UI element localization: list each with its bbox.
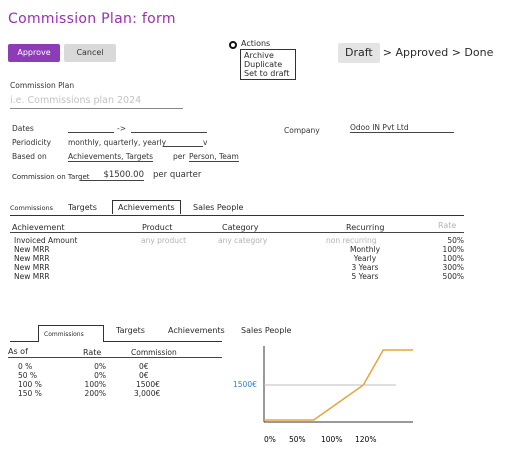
table-row-as-of[interactable]: 0 %	[18, 362, 33, 371]
table-row-recurring[interactable]: 3 Years	[351, 263, 379, 272]
radio-icon[interactable]	[229, 41, 237, 49]
table-row-recurring[interactable]: non recurring	[326, 236, 377, 245]
table-row-recurring[interactable]: Yearly	[353, 254, 377, 263]
per-label: per	[173, 152, 186, 161]
chart-x-tick: 100%	[321, 435, 342, 444]
chart-x-tick: 120%	[355, 435, 376, 444]
tab-achievements-lower[interactable]: Achievements	[168, 326, 225, 335]
table-row-rate[interactable]: 100%	[84, 380, 106, 389]
table-row-achievement[interactable]: New MRR	[14, 263, 50, 272]
status-draft[interactable]: Draft	[338, 43, 380, 63]
table-row-commission[interactable]: 3,000€	[134, 389, 161, 398]
actions-dropdown: Archive Duplicate Set to draft	[240, 49, 296, 80]
table-row-commission[interactable]: 1500€	[136, 380, 160, 389]
actions-menu-label[interactable]: Actions	[241, 39, 271, 48]
table-row-rate[interactable]: 100%	[442, 245, 464, 254]
tab-commissions-lower[interactable]: Commissions	[38, 325, 104, 342]
dates-label: Dates	[12, 124, 34, 133]
tab-targets-lower[interactable]: Targets	[116, 326, 145, 335]
comm-header-line	[8, 357, 222, 358]
based-on-label: Based on	[12, 152, 47, 161]
col-product: Product	[142, 223, 173, 232]
table-row-rate[interactable]: 300%	[442, 263, 464, 272]
table-row-as-of[interactable]: 150 %	[18, 389, 42, 398]
table-row-product[interactable]: any product	[141, 236, 187, 245]
approve-button[interactable]: Approve	[8, 44, 60, 62]
table-header-line	[10, 232, 464, 233]
chart-series-line	[264, 349, 413, 421]
chart-y-tick: 1500€	[233, 380, 257, 389]
status-bar: Draft > Approved > Done	[338, 43, 504, 63]
col-recurring: Recurring	[346, 223, 385, 232]
lower-tabs-line-right	[104, 341, 222, 342]
table-row-recurring[interactable]: Monthly	[349, 245, 381, 254]
page-title: Commission Plan: form	[8, 11, 176, 27]
menu-item-archive[interactable]: Archive	[244, 51, 274, 60]
table-row-commission[interactable]: 0€	[139, 362, 149, 371]
table-row-achievement[interactable]: Invoiced Amount	[14, 236, 78, 245]
cancel-button[interactable]: Cancel	[64, 44, 116, 62]
periodicity-value[interactable]: monthly, quarterly, yearly	[68, 138, 167, 147]
dates-arrow: ->	[117, 124, 126, 133]
tab-achievements[interactable]: Achievements	[112, 200, 181, 214]
menu-item-set-to-draft[interactable]: Set to draft	[244, 69, 290, 78]
table-row-commission[interactable]: 0€	[139, 371, 149, 380]
col-as-of: As of	[8, 347, 28, 356]
target-label: Commission on Target	[12, 173, 90, 181]
chart-x-tick: 50%	[289, 435, 306, 444]
menu-item-duplicate[interactable]: Duplicate	[244, 60, 283, 69]
chart-x-tick: 0%	[264, 435, 276, 444]
periodicity-label: Periodicity	[12, 138, 52, 147]
target-field[interactable]: $1500.00	[80, 170, 144, 181]
lower-tabs-line-left	[10, 341, 38, 342]
company-label: Company	[284, 126, 320, 135]
plan-label: Commission Plan	[10, 81, 75, 90]
periodicity-line	[163, 146, 203, 147]
based-on-field[interactable]: Achievements, Targets	[68, 152, 154, 162]
target-suffix: per quarter	[153, 170, 202, 180]
tab-commissions[interactable]: Commissions	[10, 204, 54, 212]
tab-sales-people[interactable]: Sales People	[193, 203, 244, 212]
table-row-rate[interactable]: 0%	[94, 371, 106, 380]
status-rest[interactable]: > Approved > Done	[382, 46, 494, 59]
col-achievement: Achievement	[12, 223, 65, 232]
table-row-achievement[interactable]: New MRR	[14, 254, 50, 263]
date-start-field[interactable]	[68, 132, 114, 133]
col-rate: Rate	[438, 221, 457, 230]
table-row-rate[interactable]: 100%	[442, 254, 464, 263]
col-comm-rate: Rate	[83, 348, 102, 357]
company-field[interactable]: Odoo IN Pvt Ltd	[350, 123, 454, 133]
table-row-rate[interactable]: 200%	[84, 389, 106, 398]
table-row-category[interactable]: any category	[218, 236, 268, 245]
table-row-recurring[interactable]: 5 Years	[351, 272, 379, 281]
periodicity-suffix[interactable]: v	[203, 138, 208, 147]
table-row-achievement[interactable]: New MRR	[14, 245, 50, 254]
commission-chart: 1500€ 0% 50% 100% 120%	[233, 346, 413, 444]
tabs-divider	[10, 215, 464, 216]
tab-sales-people-lower[interactable]: Sales People	[241, 326, 292, 335]
col-commission: Commission	[131, 348, 177, 357]
table-row-rate[interactable]: 0%	[94, 362, 106, 371]
table-row-as-of[interactable]: 50 %	[18, 371, 38, 380]
table-row-rate[interactable]: 500%	[442, 272, 464, 281]
per-field[interactable]: Person, Team	[189, 152, 239, 162]
plan-name-input[interactable]: i.e. Commissions plan 2024	[10, 95, 183, 109]
tab-targets[interactable]: Targets	[68, 203, 97, 212]
table-row-achievement[interactable]: New MRR	[14, 272, 50, 281]
table-row-rate[interactable]: 50%	[447, 236, 464, 245]
table-row-as-of[interactable]: 100 %	[18, 380, 42, 389]
col-category: Category	[222, 223, 259, 232]
date-end-field[interactable]	[131, 132, 207, 133]
